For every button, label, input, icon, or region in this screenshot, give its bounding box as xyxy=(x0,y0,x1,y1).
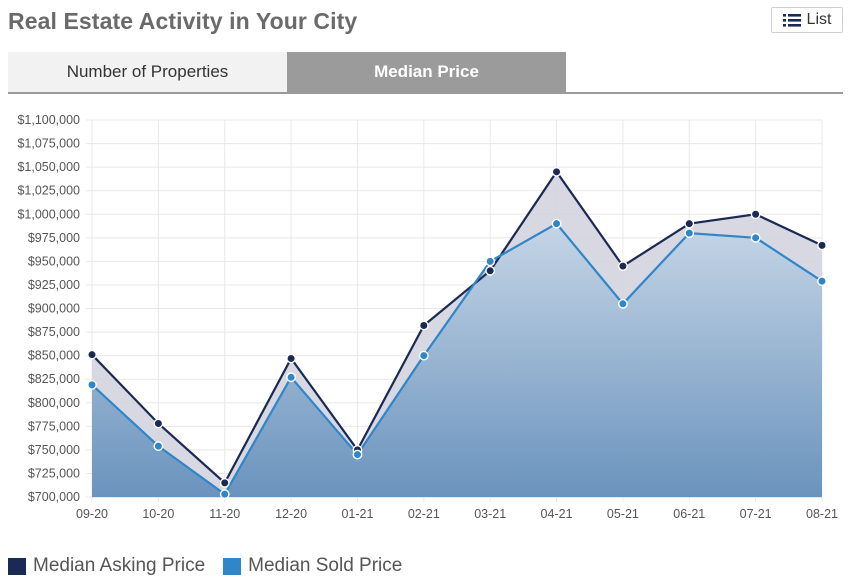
y-tick-label: $725,000 xyxy=(28,466,80,480)
y-tick-label: $1,000,000 xyxy=(17,207,80,221)
chart-legend: Median Asking Price Median Sold Price xyxy=(8,555,402,577)
y-tick-label: $800,000 xyxy=(28,396,80,410)
y-tick-label: $850,000 xyxy=(28,349,80,363)
list-icon xyxy=(782,13,801,27)
point-sold-price[interactable] xyxy=(286,372,296,383)
point-sold-price[interactable] xyxy=(153,441,164,452)
median-price-chart: $700,000 $725,000 $750,000 $775,000 $800,000… xyxy=(17,113,838,521)
point-asking-price[interactable] xyxy=(286,353,296,364)
point-sold-price[interactable] xyxy=(418,350,429,361)
point-asking-price[interactable] xyxy=(485,265,496,276)
point-asking-price[interactable] xyxy=(551,166,562,177)
point-asking-price[interactable] xyxy=(418,320,429,331)
legend-swatch-asking xyxy=(8,557,26,575)
line-sold-price xyxy=(91,222,823,496)
point-sold-price[interactable] xyxy=(87,379,97,390)
point-asking-price[interactable] xyxy=(750,209,761,220)
y-tick-label: $1,025,000 xyxy=(17,184,80,198)
point-asking-price[interactable] xyxy=(684,218,695,229)
y-tick-label: $700,000 xyxy=(28,490,80,504)
point-sold-price[interactable] xyxy=(817,276,827,287)
page-title: Real Estate Activity in Your City xyxy=(8,8,358,34)
x-tick-label: 11-20 xyxy=(209,507,240,521)
x-tick-label: 03-21 xyxy=(474,507,506,521)
x-tick-label: 10-20 xyxy=(142,507,174,521)
point-sold-price[interactable] xyxy=(750,232,761,243)
point-sold-price[interactable] xyxy=(684,228,695,239)
list-button-label: List xyxy=(806,11,832,28)
y-tick-label: $950,000 xyxy=(28,254,80,268)
list-view-button[interactable]: List xyxy=(771,7,843,33)
point-sold-price[interactable] xyxy=(485,256,496,267)
line-asking-price xyxy=(91,169,823,485)
legend-item-sold[interactable]: Median Sold Price xyxy=(223,555,402,577)
legend-item-asking[interactable]: Median Asking Price xyxy=(8,555,205,577)
y-tick-label: $1,050,000 xyxy=(17,160,80,174)
legend-swatch-sold xyxy=(223,557,242,575)
y-tick-label: $925,000 xyxy=(28,278,80,292)
point-sold-price[interactable] xyxy=(618,298,628,309)
y-tick-label: $875,000 xyxy=(28,325,80,339)
point-sold-price[interactable] xyxy=(352,449,363,460)
area-sold-price xyxy=(92,223,822,498)
legend-label-asking: Median Asking Price xyxy=(33,555,206,576)
point-sold-price[interactable] xyxy=(219,489,230,500)
point-asking-price[interactable] xyxy=(153,418,164,429)
x-tick-label: 04-21 xyxy=(541,507,573,521)
point-sold-price[interactable] xyxy=(551,218,562,229)
y-tick-label: $1,075,000 xyxy=(17,137,80,151)
point-asking-price[interactable] xyxy=(87,349,97,360)
x-tick-label: 08-21 xyxy=(806,507,838,521)
tab-number-of-properties[interactable]: Number of Properties xyxy=(8,52,287,92)
x-tick-label: 06-21 xyxy=(673,507,705,521)
y-tick-label: $1,100,000 xyxy=(17,113,80,127)
y-tick-label: $775,000 xyxy=(28,419,80,433)
point-asking-price[interactable] xyxy=(817,240,827,251)
x-tick-label: 12-20 xyxy=(275,507,307,521)
y-tick-label: $825,000 xyxy=(28,372,80,386)
point-asking-price[interactable] xyxy=(219,477,230,488)
y-tick-label: $750,000 xyxy=(28,443,80,457)
x-tick-label: 09-20 xyxy=(76,507,108,521)
point-asking-price[interactable] xyxy=(618,261,628,271)
x-tick-label: 07-21 xyxy=(740,507,772,521)
x-tick-label: 01-21 xyxy=(341,507,373,521)
x-tick-label: 05-21 xyxy=(607,507,639,521)
tab-bar: Number of Properties Median Price xyxy=(8,52,843,94)
x-tick-label: 02-21 xyxy=(408,507,440,521)
y-tick-label: $975,000 xyxy=(28,231,80,245)
tab-median-price[interactable]: Median Price xyxy=(287,52,566,92)
y-tick-label: $900,000 xyxy=(28,302,80,316)
legend-label-sold: Median Sold Price xyxy=(248,555,403,576)
